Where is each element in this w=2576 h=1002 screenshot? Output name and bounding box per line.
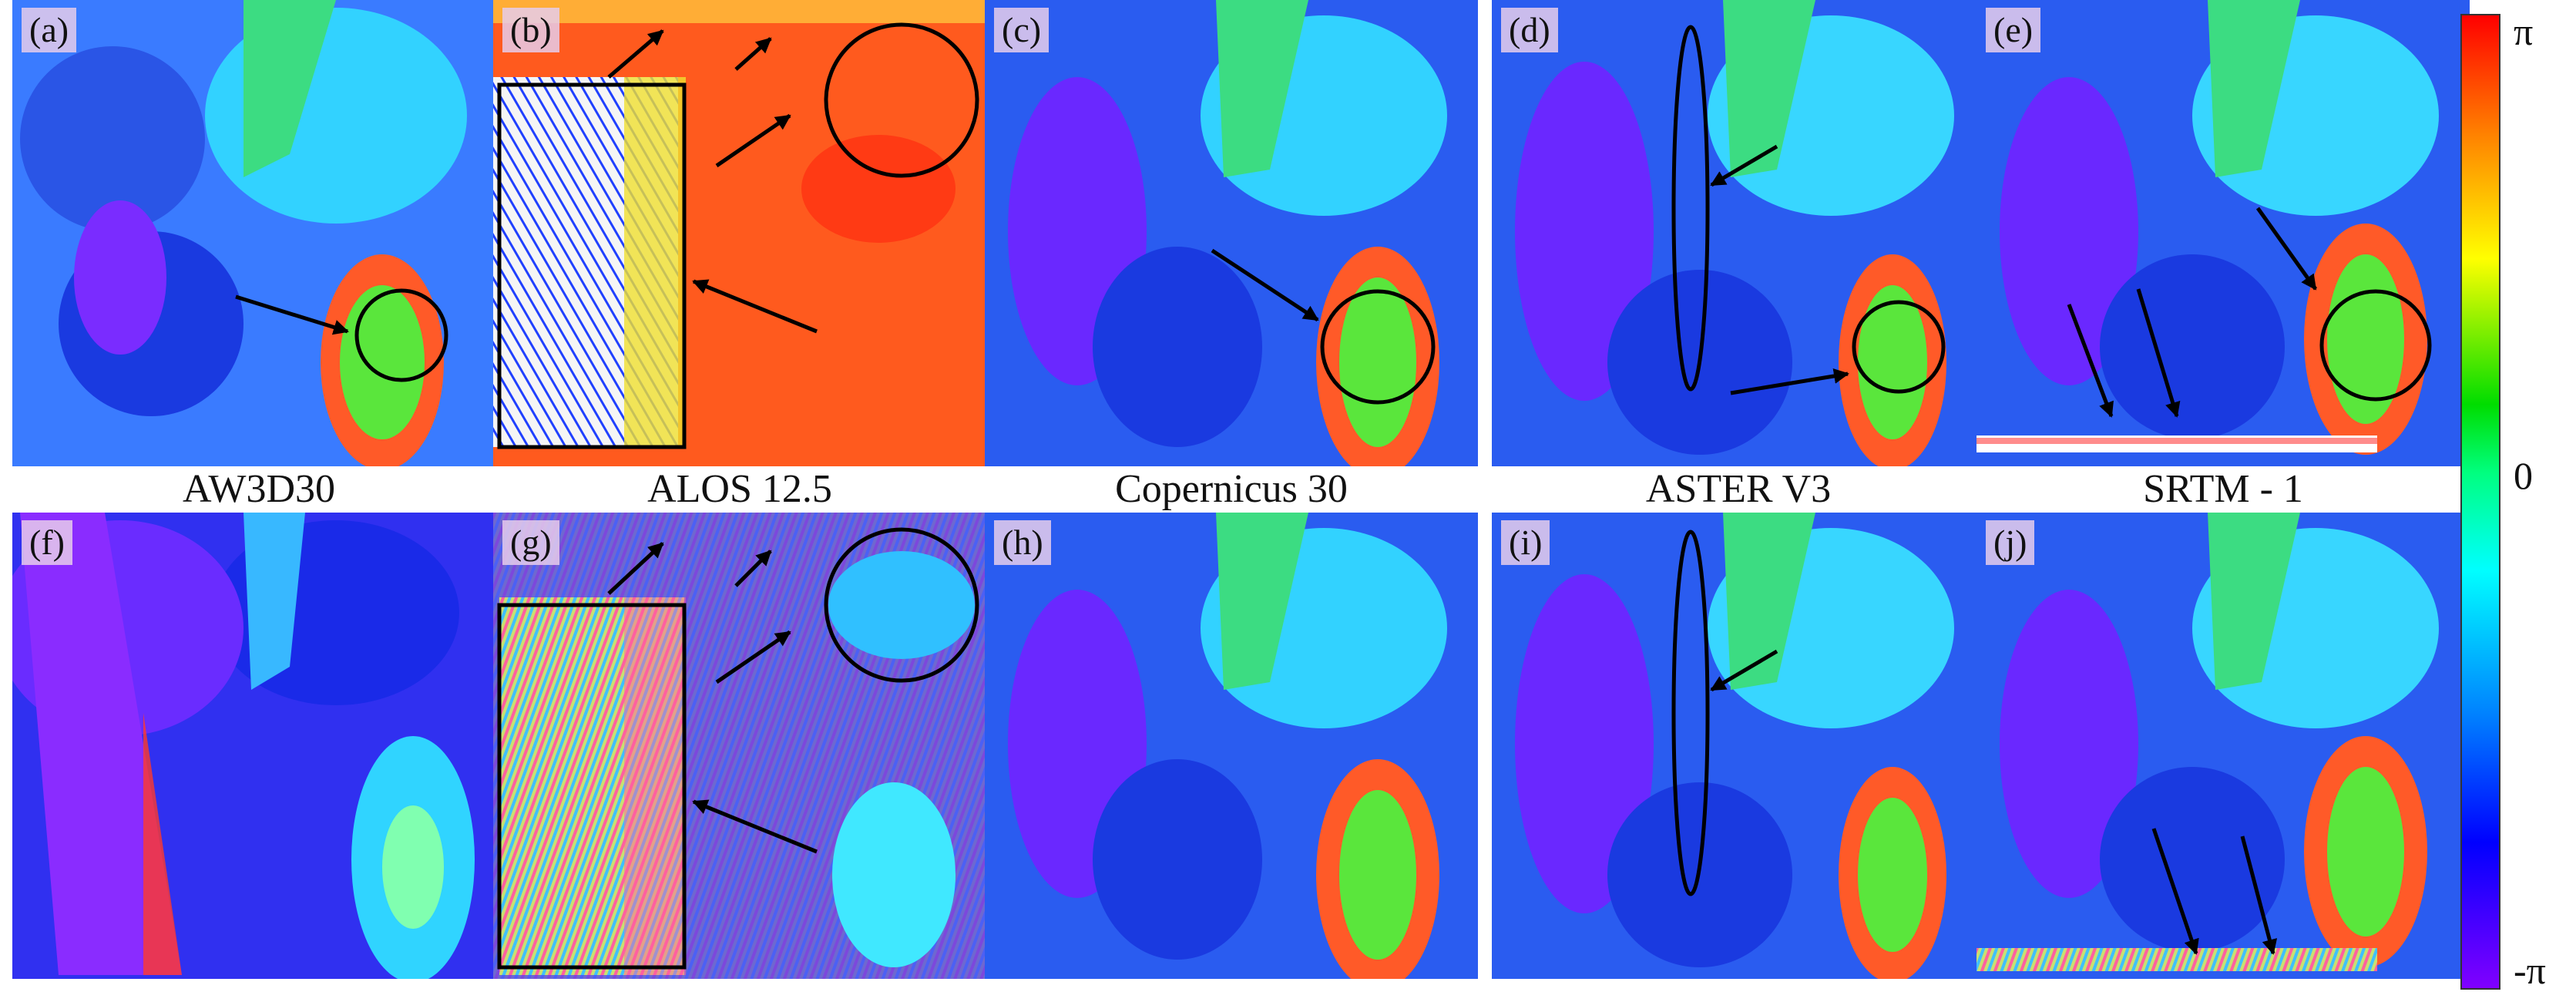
panel-a: (a) — [12, 0, 505, 466]
panel-tag: (j) — [1986, 520, 2035, 565]
panel-tag: (b) — [502, 8, 559, 52]
panel-f: (f) — [12, 513, 505, 979]
panel-tag: (h) — [994, 520, 1051, 565]
caption-a: AW3D30 — [182, 467, 336, 511]
panel-j: (j) — [1977, 513, 2470, 979]
phase-map-a — [12, 0, 505, 466]
phase-map-g — [493, 513, 986, 979]
colorbar — [2460, 14, 2500, 990]
caption-d: ASTER V3 — [1645, 467, 1832, 511]
caption-c: Copernicus 30 — [1115, 467, 1348, 511]
panel-c: (c) — [985, 0, 1478, 466]
panel-g: (g) — [493, 513, 986, 979]
panel-tag: (g) — [502, 520, 559, 565]
caption-e: SRTM - 1 — [2143, 467, 2303, 511]
phase-map-d — [1492, 0, 1985, 466]
phase-map-f — [12, 513, 505, 979]
panel-tag: (a) — [22, 8, 77, 52]
panel-b: (b) — [493, 0, 986, 466]
phase-map-e — [1977, 0, 2470, 466]
phase-map-h — [985, 513, 1478, 979]
panel-e: (e) — [1977, 0, 2470, 466]
colorbar-top-label: π — [2514, 10, 2534, 53]
panel-i: (i) — [1492, 513, 1985, 979]
panel-tag: (f) — [22, 520, 72, 565]
phase-map-c — [985, 0, 1478, 466]
phase-map-b — [493, 0, 986, 466]
colorbar-bottom-label: -π — [2514, 949, 2546, 992]
panel-tag: (d) — [1501, 8, 1558, 52]
colorbar-mid-label: 0 — [2514, 454, 2533, 497]
phase-map-i — [1492, 513, 1985, 979]
panel-h: (h) — [985, 513, 1478, 979]
panel-tag: (i) — [1501, 520, 1550, 565]
panel-d: (d) — [1492, 0, 1985, 466]
caption-b: ALOS 12.5 — [647, 467, 832, 511]
phase-map-j — [1977, 513, 2470, 979]
panel-tag: (c) — [994, 8, 1050, 52]
panel-tag: (e) — [1986, 8, 2041, 52]
